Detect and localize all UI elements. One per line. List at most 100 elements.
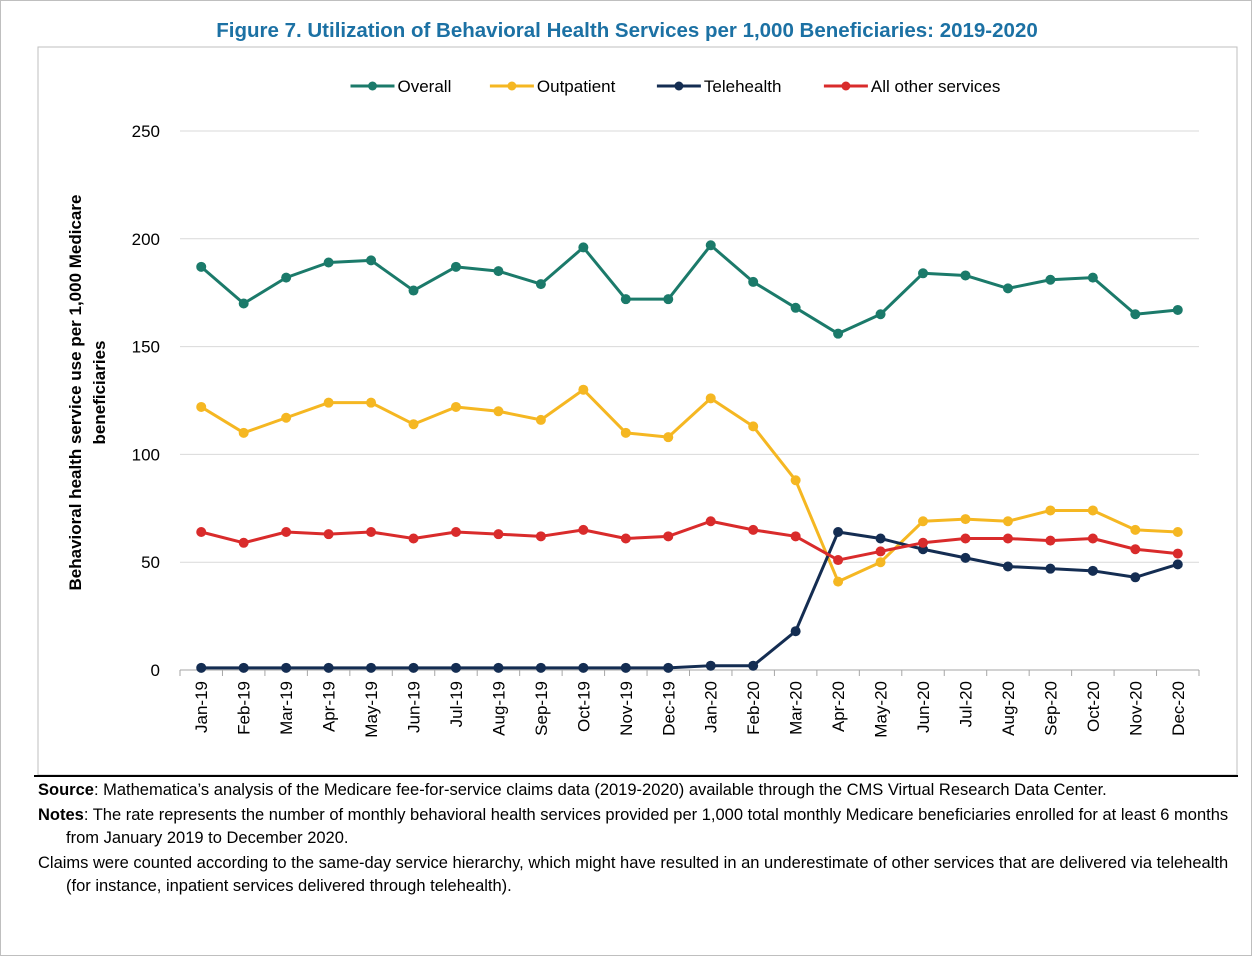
data-point bbox=[1130, 572, 1141, 583]
legend-marker bbox=[368, 81, 377, 91]
data-point bbox=[748, 276, 759, 287]
x-tick-label: Oct-19 bbox=[574, 681, 593, 732]
data-point bbox=[578, 662, 589, 673]
data-point bbox=[281, 662, 292, 673]
data-point bbox=[1172, 548, 1183, 559]
legend-marker bbox=[674, 81, 684, 91]
data-point bbox=[790, 531, 801, 542]
data-point bbox=[875, 557, 886, 568]
data-point bbox=[663, 662, 674, 673]
data-point bbox=[281, 272, 292, 283]
data-point bbox=[918, 537, 929, 548]
data-point bbox=[323, 662, 334, 673]
data-point bbox=[960, 270, 971, 281]
data-point bbox=[748, 524, 759, 535]
x-tick-label: Apr-19 bbox=[320, 681, 339, 732]
data-point bbox=[450, 261, 461, 272]
data-point bbox=[918, 516, 929, 527]
data-point bbox=[833, 328, 844, 339]
data-point bbox=[281, 412, 292, 423]
data-point bbox=[705, 393, 716, 404]
data-point bbox=[875, 309, 886, 320]
data-point bbox=[918, 268, 929, 279]
x-tick-label: May-19 bbox=[362, 681, 381, 738]
data-point bbox=[705, 660, 716, 671]
data-point bbox=[578, 242, 589, 253]
x-tick-label: Jun-20 bbox=[914, 681, 933, 733]
x-tick-label: Jan-20 bbox=[702, 681, 721, 733]
data-point bbox=[493, 266, 504, 277]
data-point bbox=[493, 662, 504, 673]
series-line bbox=[200, 519, 1178, 562]
x-tick-label: Jun-19 bbox=[405, 681, 424, 733]
data-point bbox=[1087, 533, 1098, 544]
y-tick-label: 0 bbox=[151, 661, 160, 680]
data-point bbox=[748, 421, 759, 432]
y-axis-label: Behavioral health service use per 1,000 … bbox=[66, 195, 85, 591]
data-point bbox=[875, 546, 886, 557]
data-point bbox=[1002, 516, 1013, 527]
x-tick-label: Nov-20 bbox=[1126, 681, 1145, 736]
data-point bbox=[408, 285, 419, 296]
data-point bbox=[1130, 309, 1141, 320]
data-point bbox=[620, 427, 631, 438]
data-point bbox=[323, 397, 334, 408]
data-point bbox=[408, 419, 419, 430]
x-tick-label: Aug-20 bbox=[999, 681, 1018, 736]
data-point bbox=[620, 294, 631, 305]
x-tick-label: Aug-19 bbox=[489, 681, 508, 736]
data-point bbox=[366, 397, 377, 408]
data-point bbox=[493, 529, 504, 540]
data-point bbox=[1045, 535, 1056, 546]
y-axis-label: beneficiaries bbox=[90, 341, 109, 445]
chart: Figure 7. Utilization of Behavioral Heal… bbox=[34, 19, 1238, 777]
data-point bbox=[1172, 304, 1183, 315]
data-point bbox=[705, 240, 716, 251]
data-point bbox=[1045, 274, 1056, 285]
y-tick-label: 150 bbox=[132, 338, 160, 357]
x-tick-label: Jan-19 bbox=[192, 681, 211, 733]
data-point bbox=[833, 576, 844, 587]
series-line bbox=[200, 388, 1178, 584]
note: Notes: The rate represents the number of… bbox=[38, 804, 1238, 850]
data-point bbox=[620, 662, 631, 673]
chart-frame bbox=[37, 46, 1238, 776]
data-point bbox=[238, 298, 249, 309]
data-point bbox=[408, 533, 419, 544]
x-tick-label: Nov-19 bbox=[617, 681, 636, 736]
data-point bbox=[578, 384, 589, 395]
legend-label: Outpatient bbox=[537, 77, 616, 96]
note-text: Claims were counted according to the sam… bbox=[38, 854, 1229, 895]
data-point bbox=[450, 662, 461, 673]
data-point bbox=[1172, 527, 1183, 538]
series-line bbox=[200, 243, 1178, 336]
data-point bbox=[1130, 544, 1141, 555]
legend-label: Telehealth bbox=[704, 77, 782, 96]
y-tick-label: 100 bbox=[132, 445, 160, 464]
legend-marker bbox=[507, 81, 517, 91]
x-tick-label: Dec-20 bbox=[1169, 681, 1188, 736]
data-point bbox=[196, 401, 207, 412]
data-point bbox=[1130, 524, 1141, 535]
note: Claims were counted according to the sam… bbox=[38, 852, 1238, 898]
data-point bbox=[1172, 559, 1183, 570]
legend-label: Overall bbox=[398, 77, 452, 96]
data-point bbox=[535, 531, 546, 542]
x-tick-label: Feb-20 bbox=[744, 681, 763, 735]
data-point bbox=[1045, 563, 1056, 574]
data-point bbox=[790, 475, 801, 486]
data-point bbox=[493, 406, 504, 417]
data-point bbox=[960, 533, 971, 544]
series-line bbox=[201, 530, 1179, 670]
x-tick-label: Mar-19 bbox=[277, 681, 296, 735]
data-point bbox=[535, 662, 546, 673]
data-point bbox=[748, 660, 759, 671]
legend-label: All other services bbox=[871, 77, 1000, 96]
x-tick-label: Feb-19 bbox=[235, 681, 254, 735]
data-point bbox=[1087, 505, 1098, 516]
data-point bbox=[281, 527, 292, 538]
note-label: Notes bbox=[38, 806, 84, 824]
data-point bbox=[1087, 272, 1098, 283]
data-point bbox=[366, 527, 377, 538]
